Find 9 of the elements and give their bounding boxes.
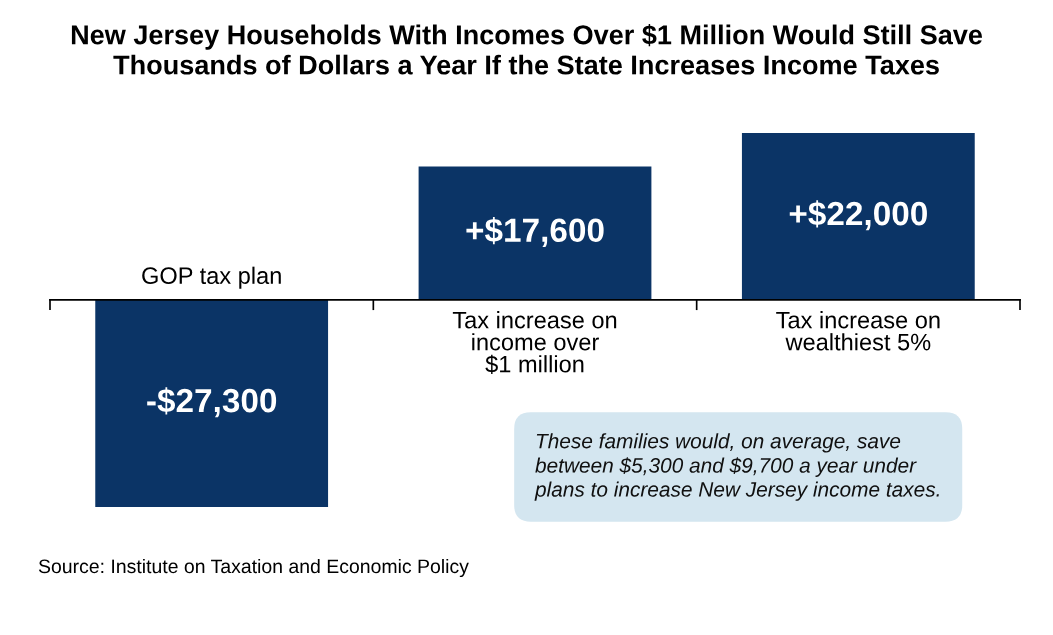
data-label: +$17,600 [466,217,604,247]
source-note: Source: Institute on Taxation and Economic Policy [38,558,469,578]
data-label: -$27,300 [147,387,277,418]
x-tick-label: Tax increase on income over $1 million [452,311,617,374]
data-label: +$22,000 [789,200,927,231]
x-tick-label: Tax increase on wealthiest 5% [776,311,940,351]
x-tick-label: GOP tax plan [142,266,281,289]
annotation: These families would, on average, save between $5,300 and $9,700 a year under plans to increase New Jersey income taxes. [534,433,939,501]
chart-title: New Jersey Households With Incomes Over $1 Million Would Still Save Thousands of Dollars a Year If the State Increases Income Taxes [71,24,983,75]
